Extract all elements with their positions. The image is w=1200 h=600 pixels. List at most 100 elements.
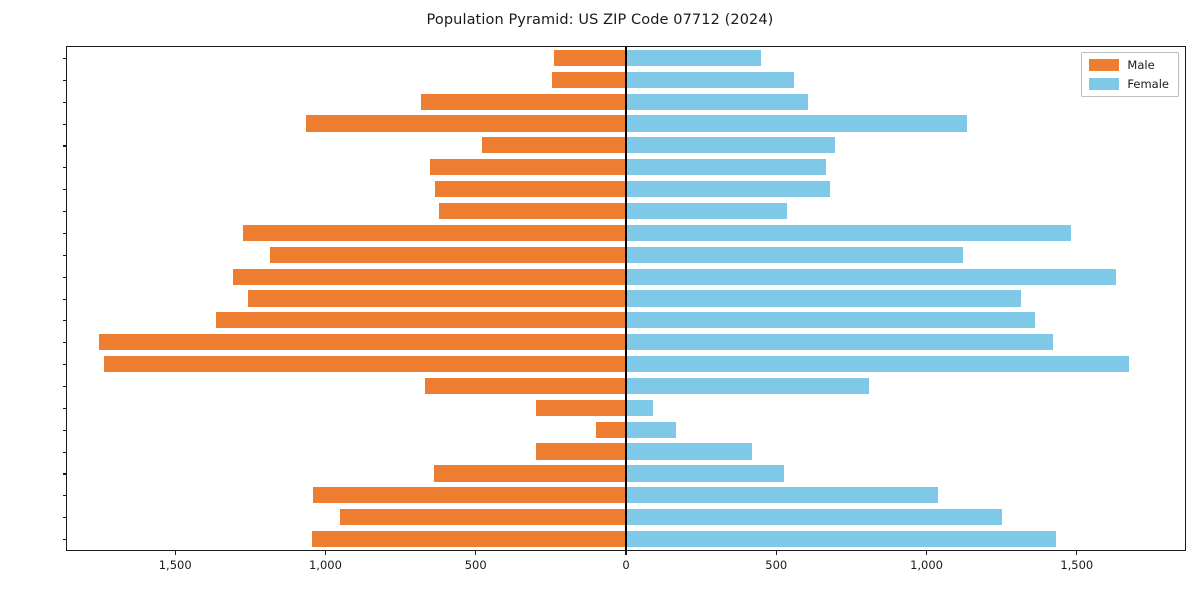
chart-legend: Male Female (1081, 52, 1179, 97)
legend-label-female: Female (1127, 77, 1169, 91)
y-axis-tick (62, 276, 67, 278)
bar-female-67-69 (626, 137, 835, 154)
bar-female-20 (626, 421, 676, 438)
bar-male-62-64 (435, 181, 626, 198)
bar-female-70-74 (626, 115, 968, 132)
bar-female-50-54 (626, 246, 963, 263)
y-axis-tick (62, 495, 67, 497)
y-axis-tick (62, 364, 67, 366)
pyramid-row (67, 530, 1185, 548)
x-axis-tick (475, 550, 477, 555)
pyramid-row (67, 465, 1185, 482)
y-axis-tick (62, 385, 67, 388)
pyramid-row (67, 159, 1185, 176)
bar-male-67-69 (481, 137, 626, 154)
bar-female-35-39 (626, 312, 1035, 329)
y-axis-tick (62, 517, 67, 519)
y-axis-tick (62, 473, 67, 475)
pyramid-row (67, 334, 1185, 351)
bar-male-65-66 (430, 159, 626, 176)
y-axis-tick (62, 298, 67, 300)
x-axis-tick (925, 550, 928, 555)
y-axis-tick (62, 57, 67, 60)
bar-female-40-44 (626, 290, 1022, 307)
legend-entry-female[interactable]: Female (1089, 77, 1169, 91)
bar-male-70-74 (305, 115, 626, 132)
bar-male-80-84 (552, 71, 626, 88)
bar-male-45-49 (233, 268, 626, 285)
bar-female-22-24 (626, 377, 870, 395)
y-axis-tick (62, 232, 67, 234)
pyramid-row (67, 246, 1185, 263)
x-axis-label-4: 500 (765, 558, 788, 572)
bar-female-15-17 (626, 465, 784, 482)
bar-male-55-59 (243, 224, 626, 241)
bar-female-75-79 (626, 93, 808, 110)
pyramid-row (67, 49, 1185, 66)
bar-female-18-19 (626, 443, 753, 460)
pyramid-row (67, 181, 1185, 198)
pyramid-row (67, 71, 1185, 88)
y-axis-tick (62, 167, 67, 169)
pyramid-row (67, 421, 1185, 438)
bar-male-60-61 (439, 202, 626, 220)
y-axis-tick (62, 451, 67, 453)
y-axis-tick (62, 145, 67, 147)
pyramid-row (67, 443, 1185, 460)
y-axis-tick (62, 254, 67, 256)
x-axis-tick (1076, 550, 1078, 555)
bar-female-21 (626, 399, 654, 416)
bar-female-65-66 (626, 159, 826, 176)
bar-male-40-44 (248, 290, 626, 307)
bar-female-55-59 (626, 224, 1071, 241)
bar-male-20 (595, 421, 626, 438)
pyramid-row (67, 268, 1185, 285)
x-axis-tick (174, 550, 176, 555)
legend-swatch-female-icon (1089, 78, 1120, 90)
pyramid-row (67, 399, 1185, 416)
bar-male-under-5 (311, 530, 626, 548)
bar-male-75-79 (421, 93, 626, 110)
bar-female-under-5 (626, 530, 1056, 548)
x-axis-tick (625, 550, 627, 555)
y-axis-tick (62, 429, 67, 431)
bar-female-45-49 (626, 268, 1116, 285)
pyramid-row (67, 356, 1185, 373)
bar-female-10-14 (626, 487, 939, 504)
bar-male-5-9 (340, 509, 626, 526)
y-axis-tick (62, 539, 67, 541)
x-axis-label-1: 1,000 (308, 558, 342, 572)
bar-male-85- (553, 49, 626, 66)
x-axis-label-0: 1,500 (158, 558, 192, 572)
bar-female-60-61 (626, 202, 787, 220)
bars-layer (67, 47, 1185, 550)
zero-axis-line (625, 47, 627, 550)
bar-male-30-34 (99, 334, 626, 351)
pyramid-row (67, 509, 1185, 526)
y-axis-tick (62, 407, 67, 409)
y-axis-tick (62, 342, 67, 344)
bar-male-35-39 (215, 312, 626, 329)
bar-female-80-84 (626, 71, 795, 88)
x-axis-label-6: 1,500 (1060, 558, 1094, 572)
pyramid-row (67, 93, 1185, 110)
legend-entry-male[interactable]: Male (1089, 58, 1169, 72)
x-axis-tick (775, 550, 777, 555)
x-axis-tick (324, 550, 326, 555)
pyramid-row (67, 224, 1185, 241)
pyramid-row (67, 487, 1185, 504)
bar-male-15-17 (433, 465, 626, 482)
y-axis-tick (62, 101, 67, 103)
x-axis-label-3: 0 (622, 558, 630, 572)
bar-female-85- (626, 49, 762, 66)
bar-male-18-19 (535, 443, 626, 460)
bar-male-10-14 (313, 487, 626, 504)
pyramid-row (67, 312, 1185, 329)
x-axis-label-5: 1,000 (910, 558, 943, 572)
y-axis-tick (62, 320, 67, 322)
legend-swatch-male-icon (1089, 59, 1120, 71)
pyramid-row (67, 137, 1185, 154)
bar-female-25-29 (626, 356, 1130, 373)
